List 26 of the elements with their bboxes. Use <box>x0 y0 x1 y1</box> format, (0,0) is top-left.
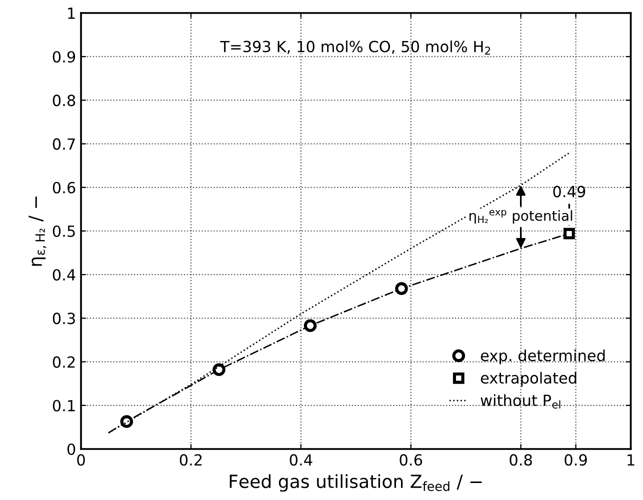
x-tick-label: 0 <box>77 454 85 466</box>
x-tick-label: 0.6 <box>400 454 422 466</box>
legend-label: exp. determined <box>480 349 605 364</box>
y-tick-label: 0.3 <box>52 312 75 324</box>
x-tick-label: 0.8 <box>510 454 532 466</box>
y-tick-label: 0.5 <box>52 225 75 238</box>
annotation: η$_{H₂}$$^{exp}$ potential <box>470 210 572 224</box>
annotation: 0.49 <box>553 186 586 198</box>
x-tick-label: 0.2 <box>180 454 202 466</box>
y-tick-label: 0.9 <box>52 51 76 63</box>
y-tick-label: 0 <box>67 443 76 456</box>
y-tick-label: 0.4 <box>52 269 76 281</box>
y-tick-label: 0.1 <box>52 400 75 412</box>
y-tick-label: 0.8 <box>52 94 76 106</box>
x-tick-label: 1 <box>628 454 634 466</box>
x-tick-label: 0.9 <box>564 454 587 466</box>
legend-label: without P$_{el}$ <box>480 394 560 409</box>
legend-label: extrapolated <box>480 372 576 387</box>
x-tick-label: 0.4 <box>290 454 312 466</box>
annotation: T=393 K, 10 mol% CO, 50 mol% H$_{2}$ <box>220 40 490 55</box>
y-tick-label: 1 <box>68 8 75 19</box>
y-axis-title: η$_{ε,H₂}$ / − <box>28 196 46 266</box>
y-tick-label: 0.7 <box>52 138 75 150</box>
y-tick-label: 0.6 <box>52 182 76 194</box>
y-tick-label: 0.2 <box>52 356 75 368</box>
x-axis-title: Feed gas utilisation Z$_{feed}$ / − <box>230 474 482 492</box>
